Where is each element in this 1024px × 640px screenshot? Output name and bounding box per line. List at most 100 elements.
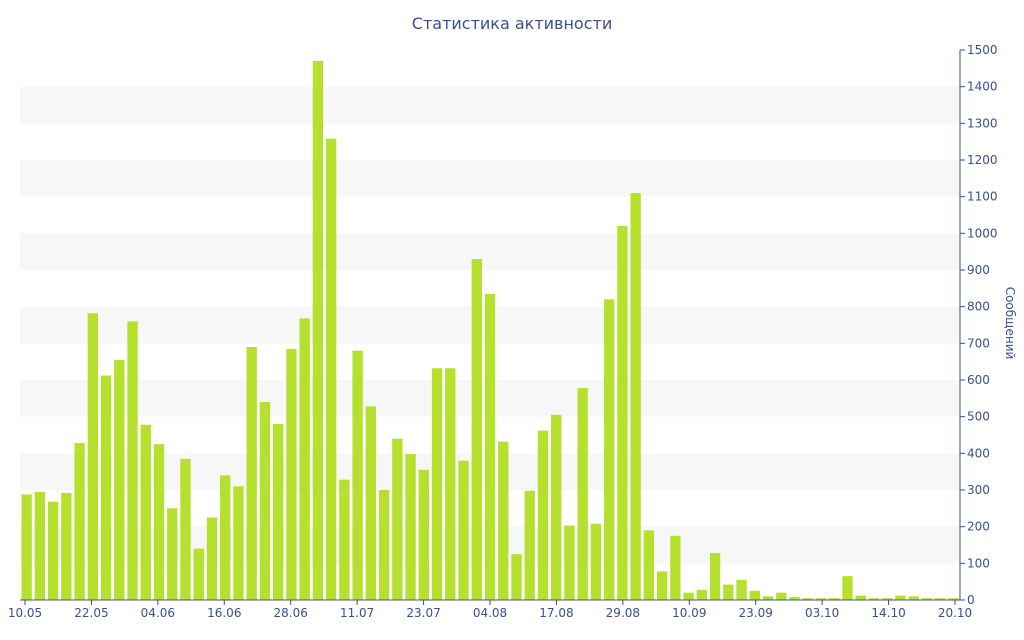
bar[interactable]: [273, 424, 284, 600]
bar[interactable]: [392, 438, 403, 600]
bar[interactable]: [206, 517, 218, 601]
bar[interactable]: [74, 443, 85, 600]
bar[interactable]: [405, 454, 416, 600]
bar[interactable]: [167, 508, 178, 600]
bar[interactable]: [882, 598, 893, 600]
bar[interactable]: [736, 579, 747, 600]
bar[interactable]: [564, 525, 575, 600]
bar[interactable]: [339, 479, 350, 600]
bar[interactable]: [61, 492, 72, 600]
bar[interactable]: [21, 494, 32, 600]
bar[interactable]: [524, 490, 535, 600]
y-tick-label: 600: [967, 373, 990, 387]
bar[interactable]: [140, 424, 151, 600]
y-tick-label: 1300: [967, 116, 998, 130]
bar[interactable]: [259, 402, 271, 600]
bars: [21, 61, 959, 601]
bar[interactable]: [87, 313, 98, 600]
bar[interactable]: [868, 598, 880, 600]
bar[interactable]: [590, 523, 602, 600]
x-tick-label: 23.07: [406, 606, 440, 620]
bar[interactable]: [802, 598, 813, 600]
bar[interactable]: [683, 592, 694, 600]
y-tick-label: 1400: [967, 80, 998, 94]
y-tick-label: 900: [967, 263, 990, 277]
bar[interactable]: [418, 469, 429, 600]
y-tick-label: 1100: [967, 190, 998, 204]
bar[interactable]: [537, 430, 549, 600]
bar[interactable]: [484, 293, 496, 600]
bar[interactable]: [511, 554, 522, 600]
bar[interactable]: [789, 597, 800, 600]
x-tick-label: 03.10: [805, 606, 839, 620]
bar[interactable]: [47, 501, 59, 600]
bar[interactable]: [100, 375, 112, 600]
y-tick-label: 400: [967, 446, 990, 460]
bar[interactable]: [286, 348, 297, 600]
x-ticks: 10.05 22.05 04.06 16.06 28.06 11.07 23.07 04.08…: [8, 600, 972, 620]
bar[interactable]: [233, 486, 244, 600]
bar[interactable]: [352, 350, 363, 600]
x-tick-label: 16.06: [207, 606, 241, 620]
x-tick-label: 17.08: [539, 606, 573, 620]
bar[interactable]: [815, 598, 827, 600]
x-tick-label: 04.06: [141, 606, 175, 620]
bar[interactable]: [458, 460, 469, 600]
bar[interactable]: [127, 321, 138, 600]
grid-band: [20, 86, 960, 124]
bar[interactable]: [921, 598, 933, 600]
bar[interactable]: [934, 598, 946, 600]
bar[interactable]: [948, 598, 959, 600]
y-tick-label: 100: [967, 556, 990, 570]
bar[interactable]: [656, 571, 668, 600]
bar[interactable]: [299, 318, 310, 600]
y-tick-label: 1000: [967, 226, 998, 240]
bar[interactable]: [114, 359, 125, 600]
bar[interactable]: [577, 388, 588, 600]
bar[interactable]: [749, 590, 760, 600]
y-tick-label: 300: [967, 483, 990, 497]
x-tick-label: 23.09: [739, 606, 773, 620]
x-tick-label: 20.10: [938, 606, 972, 620]
y-tick-label: 500: [967, 410, 990, 424]
bar[interactable]: [776, 592, 787, 600]
bar[interactable]: [445, 368, 456, 600]
bar[interactable]: [365, 406, 377, 600]
bar[interactable]: [842, 576, 853, 600]
bar[interactable]: [325, 138, 337, 601]
bar[interactable]: [220, 475, 231, 600]
x-tick-label: 22.05: [74, 606, 108, 620]
bar[interactable]: [431, 368, 443, 600]
bar[interactable]: [895, 595, 906, 600]
bar[interactable]: [246, 347, 257, 600]
bar[interactable]: [193, 548, 204, 600]
bar[interactable]: [551, 414, 562, 600]
y-tick-label: 1500: [967, 43, 998, 57]
bar[interactable]: [630, 193, 641, 600]
bar[interactable]: [829, 598, 840, 600]
bar[interactable]: [378, 490, 390, 600]
bar[interactable]: [670, 535, 681, 600]
bar[interactable]: [312, 61, 324, 600]
y-axis-label: Сообщений: [1003, 287, 1017, 360]
x-tick-label: 04.08: [473, 606, 507, 620]
y-tick-label: 1200: [967, 153, 998, 167]
bar[interactable]: [855, 595, 866, 600]
bar[interactable]: [908, 596, 919, 600]
bar[interactable]: [643, 530, 655, 600]
bar[interactable]: [34, 491, 46, 600]
bar[interactable]: [709, 553, 721, 600]
x-tick-label: 10.09: [672, 606, 706, 620]
bar[interactable]: [180, 458, 191, 600]
bar[interactable]: [498, 441, 509, 600]
bar[interactable]: [723, 584, 734, 600]
bar[interactable]: [617, 226, 628, 600]
bar[interactable]: [153, 444, 165, 600]
bar[interactable]: [696, 589, 707, 600]
bar[interactable]: [471, 259, 482, 600]
y-tick-label: 0: [967, 593, 975, 607]
x-tick-label: 28.06: [274, 606, 308, 620]
bar[interactable]: [603, 299, 615, 600]
bar[interactable]: [762, 596, 774, 600]
